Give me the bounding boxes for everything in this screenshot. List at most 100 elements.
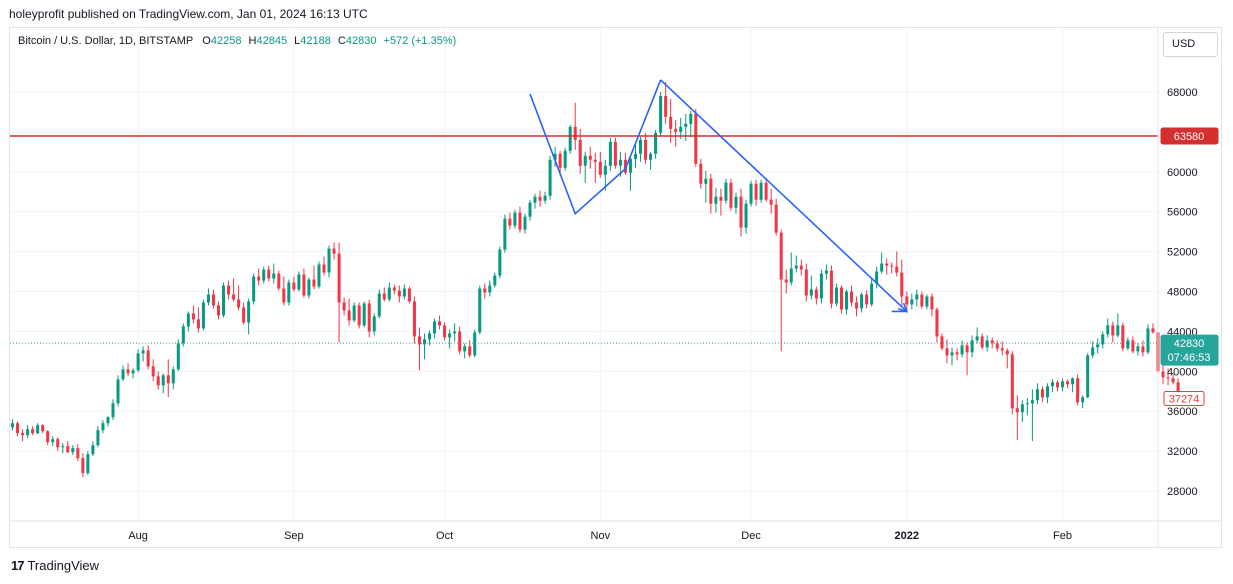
candle <box>744 199 748 234</box>
candle <box>206 288 210 306</box>
candle <box>674 119 678 147</box>
last-close-badge: 37274 <box>1163 391 1205 407</box>
candle <box>664 81 668 124</box>
candle <box>1151 323 1155 334</box>
candle <box>332 242 336 260</box>
candle-body <box>347 310 351 321</box>
candle-body <box>578 139 582 166</box>
candle <box>458 326 462 355</box>
candle <box>910 293 914 310</box>
candle <box>659 91 663 137</box>
candle <box>407 286 411 304</box>
candle-body <box>191 313 195 320</box>
candle <box>769 188 773 214</box>
candle-body <box>126 369 130 374</box>
candle <box>151 359 155 382</box>
candle-body <box>553 153 557 160</box>
candle <box>623 152 627 175</box>
candle <box>1000 341 1004 356</box>
candle-body <box>749 183 753 204</box>
candle-body <box>488 285 492 293</box>
candle <box>66 441 70 454</box>
candle-body <box>71 448 75 453</box>
candle-body <box>940 336 944 349</box>
candle-body <box>709 178 713 204</box>
candle-body <box>382 293 386 300</box>
candle <box>96 426 100 448</box>
candle-body <box>36 425 40 434</box>
candle-body <box>498 249 502 276</box>
candle-body <box>639 139 643 154</box>
candle-body <box>1081 397 1085 403</box>
candle-body <box>181 326 185 344</box>
candle-body <box>704 178 708 184</box>
candle-body <box>834 287 838 304</box>
candle <box>789 252 793 286</box>
zigzag-pattern-line[interactable] <box>529 79 662 216</box>
candle <box>885 258 889 275</box>
candle-body <box>41 425 45 432</box>
candle-body <box>729 182 733 208</box>
x-tick-label: Aug <box>128 530 148 542</box>
candle <box>779 229 783 352</box>
candle-body <box>608 141 612 166</box>
candle <box>422 333 426 360</box>
candle-body <box>478 288 482 333</box>
candle-body <box>1131 340 1135 352</box>
candle-body <box>583 155 587 166</box>
candle <box>940 333 944 351</box>
candle-body <box>538 196 542 201</box>
brand-name: TradingView <box>27 558 100 573</box>
candle-body <box>674 128 678 132</box>
candle-body <box>945 348 949 356</box>
trend-arrow-line[interactable] <box>660 79 908 313</box>
candle-body <box>885 263 889 266</box>
candle-body <box>206 294 210 303</box>
last-close-badge-bg <box>1163 391 1205 407</box>
candles <box>11 81 1190 478</box>
candle <box>397 285 401 303</box>
candle-body <box>272 273 276 279</box>
candle-body <box>739 196 743 228</box>
currency-button[interactable]: USD <box>1163 32 1218 57</box>
candle <box>804 263 808 302</box>
candle-body <box>422 339 426 345</box>
candle-body <box>649 153 653 160</box>
candle <box>593 152 597 183</box>
candle <box>865 290 869 309</box>
candle <box>1161 365 1165 385</box>
candle-body <box>307 279 311 296</box>
candle-body <box>51 439 55 443</box>
candle-body <box>302 274 306 296</box>
candle <box>51 436 55 447</box>
candle <box>824 264 828 280</box>
candle <box>1131 336 1135 354</box>
candle-body <box>543 195 547 201</box>
candle <box>905 291 909 312</box>
footer-brand[interactable]: 17 TradingView <box>11 558 99 573</box>
candle <box>875 266 879 289</box>
current-price-label: 42830 <box>1174 338 1205 350</box>
high-value: 42845 <box>256 35 288 47</box>
candle <box>543 191 547 204</box>
candle-body <box>985 340 989 348</box>
level-price-label: 63580 <box>1174 131 1205 143</box>
candle <box>945 339 949 364</box>
candle <box>111 399 115 421</box>
candle-body <box>66 446 70 453</box>
candle <box>1101 331 1105 349</box>
candle-body <box>448 333 452 338</box>
candle <box>186 311 190 332</box>
candle <box>714 187 718 213</box>
y-tick-label: 36000 <box>1167 406 1198 418</box>
candle <box>1126 337 1130 351</box>
candle <box>76 444 80 462</box>
candle <box>1096 338 1100 354</box>
candle <box>1106 318 1110 338</box>
last-close-label: 37274 <box>1169 394 1200 406</box>
candle <box>272 263 276 284</box>
candle-body <box>774 204 778 233</box>
candle <box>307 277 311 299</box>
candle-body <box>839 287 843 310</box>
